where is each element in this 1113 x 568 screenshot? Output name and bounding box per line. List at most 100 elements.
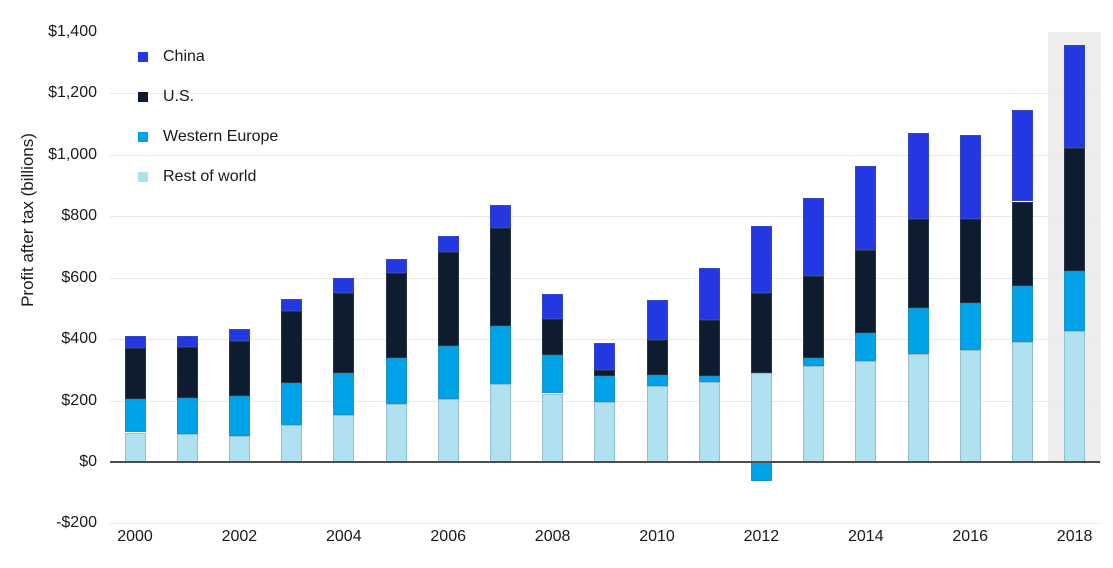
bar-segment-western-europe-2015 [907,307,929,355]
bar-segment-u-s-2010 [646,339,668,375]
zero-baseline [110,461,1100,463]
gridline [110,277,1100,279]
bar-segment-western-europe-2016 [959,302,981,350]
bar-segment-u-s-2007 [489,227,511,326]
gridline [110,154,1100,156]
bar-segment-u-s-2008 [542,318,564,356]
plot-area [110,32,1102,525]
y-tick-label: $800 [61,207,97,225]
bar-segment-u-s-2001 [176,347,198,399]
x-tick-label-2012: 2012 [743,528,780,545]
bar-segment-china-2001 [176,335,198,348]
bar-segment-u-s-2006 [437,251,459,346]
y-axis-tick-labels: $1,400 $1,200 $1,000 $800 $600 $400 $200 $0 -$20… [0,0,97,568]
bar-segment-china-2014 [855,165,877,251]
legend-item-rest-of-world: Rest of world [138,157,278,197]
bar-segment-china-2018 [1064,45,1086,149]
bar-segment-western-europe-2011 [698,376,720,383]
bar-segment-western-europe-2005 [385,357,407,404]
bar-segment-u-s-2017 [1011,201,1033,287]
bar-segment-china-2004 [333,278,355,293]
bar-segment-rest-of-world-2006 [437,398,459,462]
bar-segment-western-europe-2017 [1011,286,1033,343]
bar-segment-china-2003 [281,299,303,312]
y-tick-label: $1,000 [48,145,97,163]
legend-swatch-icon [138,172,148,182]
bar-segment-u-s-2005 [385,272,407,358]
bar-segment-rest-of-world-2008 [542,393,564,462]
bar-segment-rest-of-world-2005 [385,403,407,462]
bar-segment-china-2013 [803,197,825,277]
bar-segment-rest-of-world-2014 [855,360,877,462]
x-tick-label-2010: 2010 [639,528,675,545]
bar-segment-rest-of-world-2002 [228,435,250,462]
y-tick-label: $600 [61,268,97,286]
bar-segment-u-s-2011 [698,320,720,376]
x-tick-label-2002: 2002 [221,528,258,545]
bar-segment-rest-of-world-2000 [124,432,146,462]
bar-segment-western-europe-2007 [489,325,511,385]
bar-segment-china-2000 [124,335,146,348]
bar-segment-rest-of-world-2011 [698,382,720,462]
legend-label: Rest of world [163,168,257,185]
bar-segment-china-2005 [385,259,407,273]
bar-segment-china-2015 [907,132,929,219]
legend-label: China [163,48,205,65]
gridline [110,216,1100,218]
bar-segment-china-2006 [437,235,459,252]
bar-segment-rest-of-world-2015 [907,354,929,462]
bar-segment-u-s-2018 [1064,148,1086,271]
legend-item-western-europe: Western Europe [138,117,278,157]
bar-segment-u-s-2014 [855,250,877,333]
legend-label: Western Europe [163,128,279,145]
bar-segment-u-s-2002 [228,341,250,396]
bar-segment-u-s-2003 [281,311,303,384]
bar-segment-rest-of-world-2004 [333,415,355,462]
y-tick-label: $200 [61,391,97,409]
bar-segment-western-europe-2002 [228,395,250,436]
bar-segment-u-s-2009 [594,370,616,377]
bar-segment-western-europe-2001 [176,398,198,434]
bar-segment-china-2016 [959,134,981,219]
bar-segment-western-europe-2000 [124,398,146,433]
bar-segment-u-s-2012 [750,293,772,373]
bar-segment-china-2007 [489,205,511,228]
bar-segment-rest-of-world-2017 [1011,342,1033,462]
y-tick-label: -$200 [56,514,97,532]
legend-item-china: China [138,37,278,77]
bar-segment-u-s-2015 [907,219,929,308]
bar-segment-china-2017 [1011,109,1033,202]
legend-label: U.S. [163,88,195,105]
y-tick-label: $1,400 [48,23,97,40]
bar-segment-rest-of-world-2018 [1064,331,1086,462]
x-tick-label-2000: 2000 [117,528,153,545]
bar-segment-china-2010 [646,299,668,340]
bar-segment-china-2009 [594,342,616,371]
x-tick-label-2008: 2008 [534,528,571,545]
x-tick-label-2014: 2014 [848,528,884,545]
x-tick-label-2018: 2018 [1056,528,1093,545]
bar-segment-u-s-2004 [333,293,355,373]
legend-item-u-s: U.S. [138,77,278,117]
bar-segment-rest-of-world-2001 [176,434,198,462]
bar-segment-rest-of-world-2013 [803,366,825,462]
bar-segment-u-s-2013 [803,276,825,358]
bar-segment-rest-of-world-2009 [594,402,616,462]
bar-segment-rest-of-world-2016 [959,349,981,462]
x-tick-label-2004: 2004 [326,528,362,545]
gridline [110,93,1100,95]
bar-segment-china-2012 [750,226,772,294]
gridline [110,523,1100,525]
bar-segment-china-2008 [542,294,564,319]
bar-segment-western-europe-2010 [646,374,668,387]
bar-segment-western-europe-2008 [542,355,564,394]
x-tick-label-2016: 2016 [952,528,988,545]
y-tick-label: $1,200 [48,84,97,102]
bar-segment-western-europe-2006 [437,345,459,399]
bar-segment-u-s-2000 [124,348,146,399]
bar-segment-western-europe-2018 [1064,270,1086,332]
y-tick-label: $0 [79,452,97,470]
legend-swatch-icon [138,52,148,62]
